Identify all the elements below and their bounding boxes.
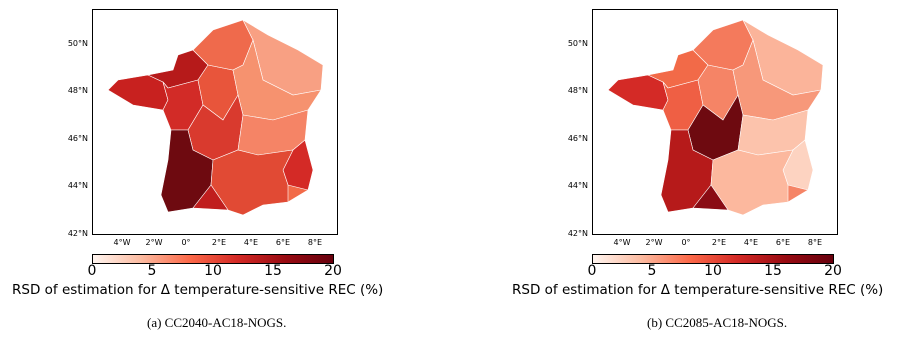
lon-tick-0: 0° [181, 238, 191, 247]
lon-tick-8e: 8°E [307, 238, 323, 247]
cbar-tick-0: 0 [587, 263, 597, 279]
region-pyrenees [192, 184, 229, 211]
colorbar-a [92, 254, 334, 264]
lon-tick-4e: 4°E [743, 238, 759, 247]
lon-tick-4w: 4°W [613, 238, 631, 247]
lat-tick-50: 50°N [67, 39, 88, 48]
lon-tick-4e: 4°E [243, 238, 259, 247]
lon-tick-0: 0° [681, 238, 691, 247]
cbar-tick-0: 0 [87, 263, 97, 279]
colorbar-label-b: RSD of estimation for Δ temperature-sens… [512, 282, 884, 298]
lat-tick-50: 50°N [567, 39, 588, 48]
caption-a: (a) CC2040-AC18-NOGS. [147, 315, 287, 330]
cbar-tick-20: 20 [324, 263, 342, 279]
lat-tick-48: 48°N [567, 86, 588, 95]
lat-tick-46: 46°N [567, 134, 588, 143]
cbar-tick-20: 20 [824, 263, 842, 279]
caption-b: (b) CC2085-AC18-NOGS. [647, 315, 788, 330]
cbar-tick-5: 5 [647, 263, 657, 279]
map-frame-b [592, 9, 838, 235]
france-map-b [607, 19, 824, 216]
lon-tick-8e: 8°E [807, 238, 823, 247]
cbar-tick-10: 10 [204, 263, 222, 279]
lon-tick-2w: 2°W [145, 238, 163, 247]
france-map-a [107, 19, 324, 216]
panel-a: 50°N 48°N 46°N 44°N 42°N 4°W 2°W 0° 2°E … [0, 0, 460, 337]
lat-tick-48: 48°N [67, 86, 88, 95]
cbar-tick-5: 5 [147, 263, 157, 279]
lon-tick-6e: 6°E [275, 238, 291, 247]
lat-tick-42: 42°N [67, 229, 88, 238]
lat-tick-42: 42°N [567, 229, 588, 238]
lon-tick-6e: 6°E [775, 238, 791, 247]
colorbar-b [592, 254, 834, 264]
lat-tick-46: 46°N [67, 134, 88, 143]
map-frame-a [92, 9, 338, 235]
lat-tick-44: 44°N [567, 181, 588, 190]
region-pyrenees [692, 184, 729, 211]
lon-tick-2w: 2°W [645, 238, 663, 247]
lon-tick-2e: 2°E [711, 238, 727, 247]
colorbar-label-a: RSD of estimation for Δ temperature-sens… [12, 282, 384, 298]
lon-tick-2e: 2°E [211, 238, 227, 247]
panel-b: 50°N 48°N 46°N 44°N 42°N 4°W 2°W 0° 2°E … [500, 0, 921, 337]
cbar-tick-15: 15 [764, 263, 782, 279]
lat-tick-44: 44°N [67, 181, 88, 190]
cbar-tick-10: 10 [704, 263, 722, 279]
lon-tick-4w: 4°W [113, 238, 131, 247]
cbar-tick-15: 15 [264, 263, 282, 279]
